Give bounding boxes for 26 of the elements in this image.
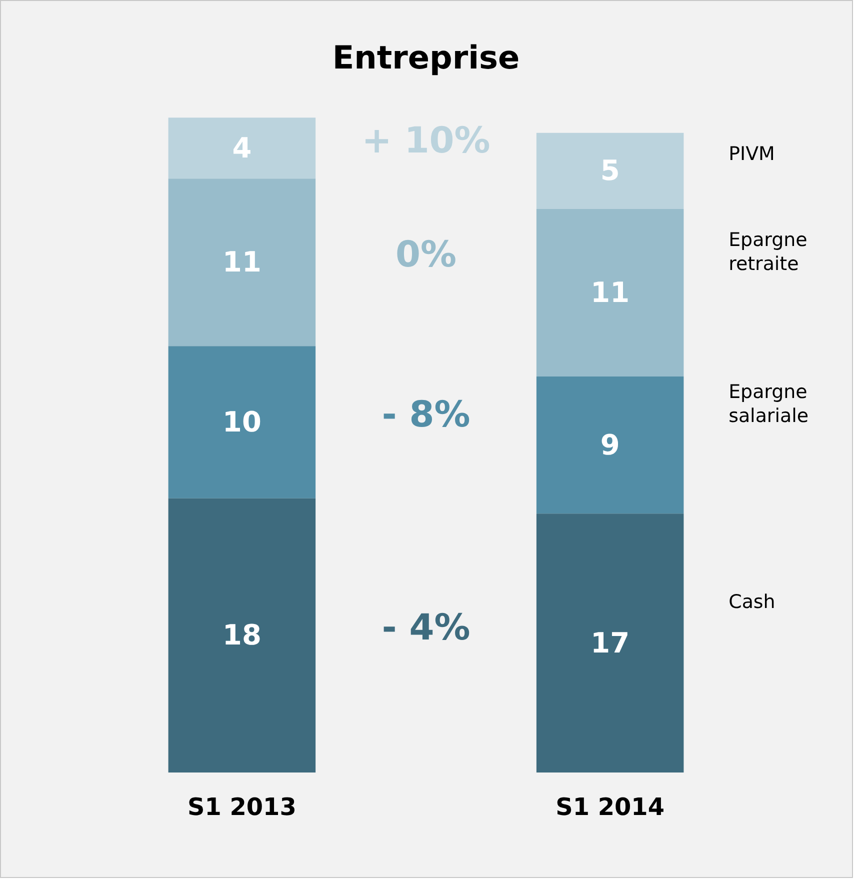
x-tick-label: S1 2013 [188, 792, 296, 821]
text: Cash [728, 591, 776, 614]
data-label: 9 [600, 428, 620, 462]
x-tick-label: S1 2014 [556, 792, 664, 821]
chart-title: Entreprise [332, 38, 520, 76]
bar [536, 514, 684, 772]
text: Epargne salariale [728, 381, 808, 428]
data-label: 11 [590, 276, 630, 310]
data-label: 5 [600, 154, 620, 188]
annotation: - 8% [382, 394, 470, 436]
bar [536, 132, 684, 210]
bar [168, 178, 316, 346]
text: Epargne retraite [728, 228, 808, 275]
data-label: 18 [222, 618, 262, 652]
data-label: 4 [232, 131, 252, 164]
bar [536, 209, 684, 377]
bar [536, 376, 684, 514]
data-label: 10 [222, 405, 262, 438]
bar [168, 346, 316, 498]
text: PIVM [728, 142, 775, 165]
data-label: 11 [222, 246, 262, 279]
bar [168, 498, 316, 772]
annotation: - 4% [382, 608, 470, 649]
bar [168, 118, 316, 179]
annotation: 0% [396, 234, 456, 276]
data-label: 17 [590, 626, 630, 660]
